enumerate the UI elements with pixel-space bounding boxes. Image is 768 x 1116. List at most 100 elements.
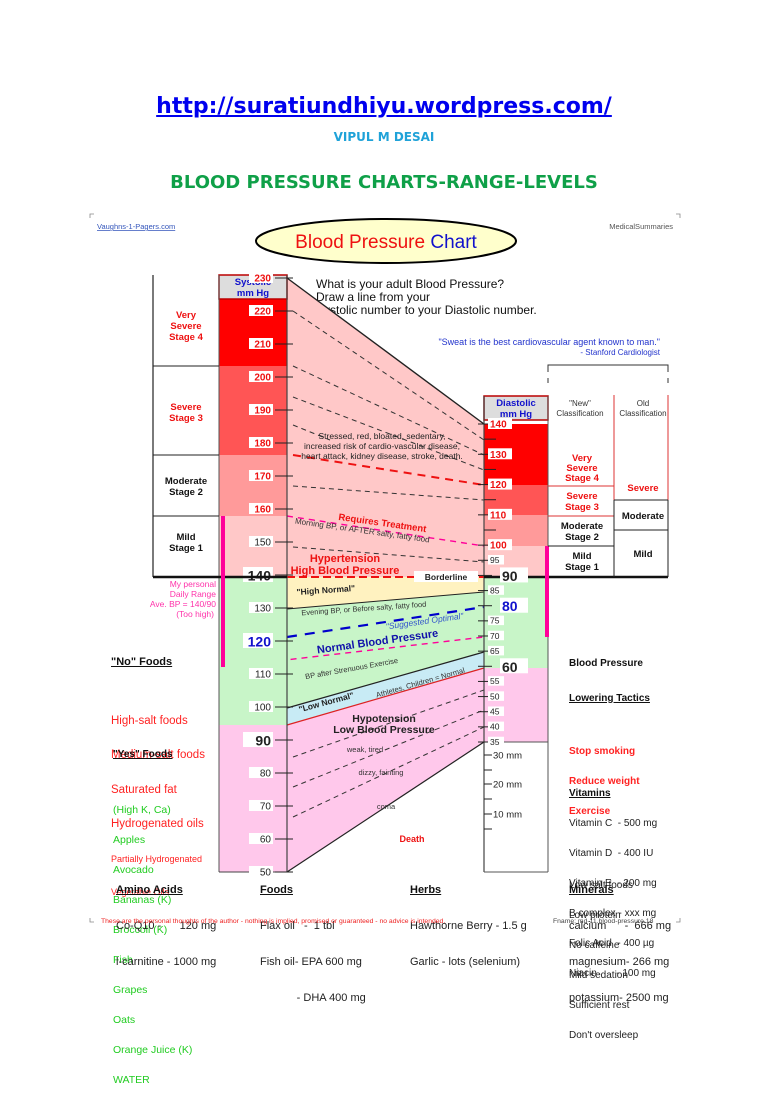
vitamins-title: Vitamins xyxy=(569,788,611,799)
page-title: BLOOD PRESSURE CHARTS-RANGE-LEVELS xyxy=(170,172,598,193)
yes-food-item: Apples xyxy=(113,833,146,846)
systolic-tick-label: 120 xyxy=(248,634,272,650)
yes-foods-title: "Yes" Foods xyxy=(113,749,173,761)
herbs-item: Hawthorne Berry - 1.5 g xyxy=(410,920,527,932)
tactic-item: Don't oversleep xyxy=(569,1029,639,1041)
instruction-line-3: Systolic number to your Diastolic number… xyxy=(316,303,537,317)
no-food-item: Partially Hydrogenated xyxy=(111,853,203,864)
systolic-tick-label: 190 xyxy=(254,406,271,417)
systolic-tick-label: 210 xyxy=(254,340,271,351)
systolic-tick-label: 180 xyxy=(254,439,271,450)
systolic-normal-band xyxy=(219,577,287,725)
diastolic-mm-tick: 10 mm xyxy=(493,810,522,821)
personal-range-1: My personal xyxy=(170,579,216,589)
new-classification-header-2: Classification xyxy=(556,409,603,418)
vitamin-item: Vitamin C - 500 mg xyxy=(569,818,658,829)
note-severe-2: increased risk of cardio-vascular diseas… xyxy=(304,441,460,451)
label-hypertension: Hypertension xyxy=(310,553,381,565)
yes-food-item: Avocado xyxy=(113,863,154,876)
personal-range-4: (Too high) xyxy=(176,609,214,619)
systolic-tick-label: 140 xyxy=(248,568,272,584)
yes-food-item: Oats xyxy=(113,1013,136,1026)
tactic-item: Reduce weight xyxy=(569,776,640,788)
diastolic-tick-label: 90 xyxy=(502,568,518,584)
systolic-tick-label: 90 xyxy=(255,733,271,749)
stage3-label-1: Severe xyxy=(170,402,201,413)
no-foods-list: "No" Foods High-salt foods Medium-salt f… xyxy=(111,634,205,931)
tactic-item: Sufficient rest xyxy=(569,999,630,1011)
vitamin-item: Folic Acid - 400 µg xyxy=(569,938,655,949)
no-food-item: High-salt foods xyxy=(111,714,188,727)
stage2-label-2: Stage 2 xyxy=(169,487,203,498)
diastolic-tick-label: 80 xyxy=(502,598,518,614)
systolic-tick-label: 170 xyxy=(254,472,271,483)
foods-item: Flax oil - 1 tbl xyxy=(260,920,335,932)
label-low-bp: Low Blood Pressure xyxy=(333,724,435,736)
tactic-item: No caffeine xyxy=(569,939,620,951)
new-stage2-2: Stage 2 xyxy=(565,532,599,543)
quote-author: - Stanford Cardiologist xyxy=(580,348,660,357)
systolic-tick-label: 200 xyxy=(254,373,271,384)
zone-hypotension xyxy=(287,668,484,872)
systolic-tick-label: 50 xyxy=(260,868,272,879)
new-stage4-3: Stage 4 xyxy=(565,473,600,484)
personal-range-3: Ave. BP = 140/90 xyxy=(150,599,216,609)
systolic-tick-label: 60 xyxy=(260,835,272,846)
amino-acids-list: Amino Acids Co-Q10 - 120 mg l-carnitine … xyxy=(116,860,216,980)
old-classification-header-1: Old xyxy=(637,399,649,408)
new-stage3-2: Stage 3 xyxy=(565,502,599,513)
systolic-tick-label: 110 xyxy=(255,670,271,681)
herbs-item: Garlic - lots (selenium) xyxy=(410,956,521,968)
new-stage4-2: Severe xyxy=(566,463,597,474)
foods-item: Fish oil- EPA 600 mg xyxy=(260,956,362,968)
stage4-label-3: Stage 4 xyxy=(169,332,204,343)
diastolic-tick-label: 55 xyxy=(490,676,500,686)
tactic-item: Mild sedation xyxy=(569,969,628,981)
vitamins-list: Vitamins Vitamin C - 500 mg Vitamin D - … xyxy=(569,769,657,989)
yes-food-item: (High K, Ca) xyxy=(113,803,171,816)
diastolic-header-1: Diastolic xyxy=(496,398,536,409)
diastolic-tick-label: 50 xyxy=(490,691,500,701)
diastolic-tick-label: 65 xyxy=(490,646,500,656)
minerals-title: Minerals xyxy=(569,884,614,896)
no-food-item: Vegetable Oils xyxy=(111,886,170,897)
label-death: Death xyxy=(399,834,424,844)
diastolic-tick-label: 110 xyxy=(490,510,507,521)
new-stage2-1: Moderate xyxy=(561,521,603,532)
quote: "Sweat is the best cardiovascular agent … xyxy=(438,337,660,347)
disclaimer: These are the personal thoughts of the a… xyxy=(101,918,446,925)
stage2-label-1: Moderate xyxy=(165,476,207,487)
new-stage1-1: Mild xyxy=(573,551,592,562)
blood-pressure-chart: Vaughns-1-Pagers.com MedicalSummaries Bl… xyxy=(89,213,681,923)
minerals-item: calcium - 666 mg xyxy=(569,920,672,932)
foods-supplement-list: Foods Flax oil - 1 tbl Fish oil- EPA 600… xyxy=(260,860,366,1016)
old-severe: Severe xyxy=(627,483,658,494)
label-high-normal: "High Normal" xyxy=(296,583,355,597)
foods-title: Foods xyxy=(260,884,293,896)
vitamin-item: Vitamin E - 200 mg xyxy=(569,878,657,889)
amino-item: Co-Q10 - 120 mg xyxy=(116,920,217,932)
yes-food-item: Orange Juice (K) xyxy=(113,1043,193,1056)
diastolic-tick-label: 35 xyxy=(490,737,500,747)
systolic-axis: 230 220 210 200 190 180 170 160 150 140 130 120 110 1… xyxy=(243,272,293,879)
vitamin-item: Niacin - 100 mg xyxy=(569,968,656,979)
tactic-item: Stop smoking xyxy=(569,746,636,758)
stage4-label-2: Severe xyxy=(170,321,201,332)
tactic-item: Low salt foods xyxy=(569,879,633,891)
new-classification-header-1: "New" xyxy=(569,399,591,408)
old-mild: Mild xyxy=(634,549,653,560)
left-source-link[interactable]: Vaughns-1-Pagers.com xyxy=(97,222,175,231)
foods-item: - DHA 400 mg xyxy=(260,992,366,1004)
tactic-item: Exercise xyxy=(569,806,611,818)
file-name: Fname: md-11.blood-pressure.18 xyxy=(553,918,654,925)
systolic-tick-label: 130 xyxy=(254,604,271,615)
new-stage1-2: Stage 1 xyxy=(565,562,600,573)
right-source: MedicalSummaries xyxy=(609,222,673,231)
systolic-header-2: mm Hg xyxy=(237,288,269,299)
diastolic-tick-label: 85 xyxy=(490,585,500,595)
no-foods-title: "No" Foods xyxy=(111,656,173,669)
site-url-link[interactable]: http://suratiundhiyu.wordpress.com/ xyxy=(156,94,612,119)
yes-food-item: Fish xyxy=(113,953,133,966)
chart-title-ellipse xyxy=(255,218,517,264)
diastolic-tick-label: 100 xyxy=(490,541,507,552)
